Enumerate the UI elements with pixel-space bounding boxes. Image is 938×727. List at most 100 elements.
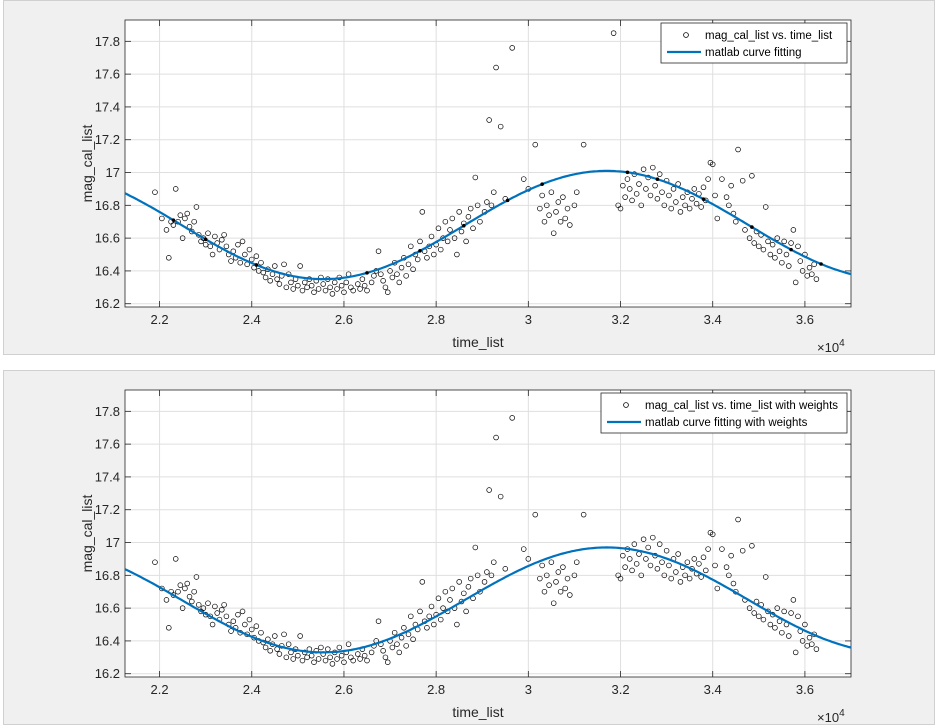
- scatter-point: [308, 652, 315, 659]
- scatter-point: [327, 654, 333, 661]
- scatter-point: [792, 649, 799, 656]
- scatter-point: [223, 243, 230, 250]
- scatter-point: [659, 559, 665, 565]
- scatter-point: [520, 176, 527, 182]
- scatter-point: [622, 564, 628, 570]
- scatter-point: [486, 117, 492, 123]
- scatter-point: [686, 575, 693, 582]
- scatter-point: [804, 273, 810, 279]
- scatter-point: [449, 215, 456, 222]
- scatter-point: [557, 588, 564, 595]
- scatter-point: [654, 196, 661, 202]
- scatter-point: [401, 625, 407, 631]
- x-exponent-label: ×104: [817, 708, 845, 724]
- scatter-point: [481, 579, 488, 585]
- scatter-point: [304, 654, 310, 661]
- scatter-point: [170, 222, 177, 228]
- scatter-point: [223, 613, 230, 620]
- scatter-point: [719, 176, 725, 182]
- scatter-point: [795, 613, 801, 620]
- scatter-point: [177, 212, 184, 218]
- scatter-point: [474, 202, 481, 209]
- scatter-point: [152, 189, 158, 195]
- scatter-point: [322, 657, 329, 664]
- scatter-point: [364, 657, 370, 664]
- scatter-point: [209, 251, 216, 258]
- scatter-point: [394, 641, 400, 647]
- scatter-point: [186, 593, 193, 600]
- scatter-point: [756, 243, 762, 250]
- scatter-point: [726, 572, 732, 579]
- scatter-point: [382, 284, 389, 291]
- y-tick-label: 17: [106, 535, 120, 550]
- scatter-point: [537, 205, 543, 212]
- scatter-point: [663, 547, 670, 554]
- y-tick-label: 17.2: [95, 132, 120, 147]
- scatter-point: [375, 248, 382, 254]
- scatter-point: [262, 644, 269, 651]
- scatter-point: [544, 202, 550, 209]
- scatter-point: [465, 584, 472, 590]
- scatter-point: [331, 279, 338, 286]
- scatter-point: [251, 264, 257, 271]
- scatter-point: [762, 204, 769, 210]
- scatter-point: [166, 255, 172, 261]
- scatter-point: [532, 511, 538, 518]
- scatter-point: [428, 603, 435, 610]
- scatter-point: [509, 415, 515, 421]
- x-tick-label: 2.8: [427, 312, 445, 327]
- scatter-point: [610, 30, 617, 36]
- x-exponent-label: ×104: [817, 338, 845, 354]
- scatter-point: [394, 271, 400, 277]
- scatter-point: [772, 255, 778, 261]
- grid: [125, 20, 851, 307]
- curve-marker: [789, 247, 793, 252]
- scatter-point: [398, 264, 405, 271]
- curve-marker: [655, 177, 660, 182]
- scatter-point: [643, 186, 649, 192]
- scatter-point: [172, 556, 179, 562]
- scatter-point: [645, 544, 651, 551]
- curve-marker: [819, 262, 823, 266]
- scatter-point: [654, 566, 661, 572]
- scatter-point: [749, 543, 755, 549]
- scatter-point: [746, 605, 753, 611]
- scatter-point: [431, 621, 437, 628]
- scatter-point: [767, 251, 774, 258]
- scatter-point: [525, 556, 532, 562]
- scatter-point: [205, 600, 211, 606]
- fit-curve: [124, 169, 852, 281]
- scatter-point: [666, 562, 672, 569]
- scatter-point: [709, 161, 716, 168]
- scatter-point: [735, 516, 741, 523]
- scatter-point: [403, 273, 409, 279]
- scatter-point: [726, 202, 732, 209]
- scatter-point: [661, 202, 668, 209]
- legend-entry-scatter: mag_cal_list vs. time_list: [705, 30, 833, 42]
- axes-box: [124, 389, 852, 678]
- scatter-point: [465, 214, 472, 220]
- scatter-point: [560, 194, 566, 200]
- y-tick-label: 17.8: [95, 404, 120, 419]
- bottom-figure-panel: 2.2 2.4 2.6 2.8 3 3.2 3.4 3.6 16.2 16.4 16.6 16.8 17…: [3, 370, 935, 725]
- scatter-point: [184, 580, 190, 587]
- scatter-point: [182, 585, 188, 592]
- scatter-point: [804, 643, 810, 649]
- scatter-point: [620, 552, 626, 559]
- scatter-point: [620, 182, 626, 189]
- scatter-point: [509, 45, 515, 51]
- scatter-point: [497, 123, 504, 130]
- scatter-point: [456, 579, 462, 585]
- scatter-point: [712, 562, 718, 569]
- scatter-point: [311, 289, 317, 295]
- scatter-point: [172, 186, 179, 192]
- scatter-point: [631, 541, 638, 547]
- scatter-point: [378, 271, 384, 277]
- scatter-point: [424, 625, 430, 631]
- scatter-point: [230, 618, 237, 624]
- scatter-point: [389, 644, 396, 651]
- scatter-point: [546, 582, 552, 588]
- plot-area: [125, 20, 851, 307]
- scatter-point: [212, 233, 218, 240]
- scatter-point: [295, 652, 301, 659]
